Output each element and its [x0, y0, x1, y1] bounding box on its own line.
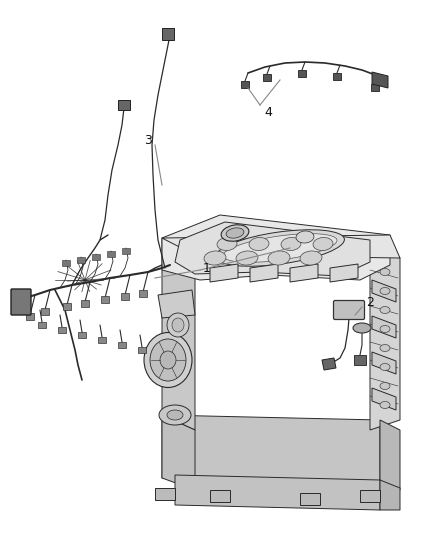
Polygon shape [58, 327, 66, 333]
Polygon shape [122, 248, 130, 254]
Polygon shape [370, 240, 400, 430]
Text: 3: 3 [144, 133, 152, 147]
Ellipse shape [281, 238, 301, 251]
Polygon shape [158, 290, 195, 318]
Ellipse shape [167, 313, 189, 337]
Polygon shape [162, 415, 195, 490]
Polygon shape [162, 238, 195, 430]
Ellipse shape [268, 251, 290, 265]
Polygon shape [118, 342, 126, 348]
Polygon shape [175, 222, 370, 276]
Polygon shape [372, 352, 396, 374]
Polygon shape [121, 293, 129, 300]
Ellipse shape [380, 287, 390, 295]
Polygon shape [290, 264, 318, 282]
Text: 2: 2 [366, 295, 374, 309]
Ellipse shape [144, 333, 192, 387]
Polygon shape [41, 308, 49, 315]
Polygon shape [26, 313, 34, 320]
Polygon shape [371, 84, 379, 91]
Polygon shape [372, 280, 396, 302]
Polygon shape [210, 490, 230, 502]
FancyBboxPatch shape [11, 289, 31, 315]
Polygon shape [162, 415, 380, 490]
Ellipse shape [380, 326, 390, 333]
Polygon shape [380, 420, 400, 490]
Polygon shape [138, 347, 146, 353]
Polygon shape [250, 264, 278, 282]
Ellipse shape [296, 231, 314, 243]
FancyBboxPatch shape [333, 301, 364, 319]
Polygon shape [300, 493, 320, 505]
Polygon shape [139, 290, 147, 297]
Polygon shape [78, 332, 86, 338]
Polygon shape [162, 235, 400, 258]
Polygon shape [372, 388, 396, 410]
Ellipse shape [380, 269, 390, 276]
Polygon shape [38, 322, 46, 328]
Polygon shape [155, 488, 175, 500]
Ellipse shape [217, 238, 237, 251]
Polygon shape [330, 264, 358, 282]
Ellipse shape [150, 339, 186, 381]
Ellipse shape [221, 225, 249, 241]
Polygon shape [81, 300, 89, 307]
Ellipse shape [167, 410, 183, 420]
Ellipse shape [380, 383, 390, 390]
Polygon shape [380, 480, 400, 510]
Polygon shape [263, 74, 271, 81]
Ellipse shape [380, 344, 390, 351]
Ellipse shape [223, 233, 337, 262]
Polygon shape [98, 337, 106, 343]
Polygon shape [372, 316, 396, 338]
Polygon shape [333, 73, 341, 80]
Polygon shape [210, 264, 238, 282]
Ellipse shape [159, 405, 191, 425]
Polygon shape [77, 257, 85, 263]
Ellipse shape [160, 351, 176, 369]
Ellipse shape [172, 318, 184, 332]
Ellipse shape [236, 251, 258, 265]
Ellipse shape [380, 401, 390, 408]
Ellipse shape [380, 306, 390, 313]
Polygon shape [162, 28, 174, 40]
Polygon shape [118, 100, 130, 110]
Polygon shape [322, 358, 336, 370]
Polygon shape [354, 355, 366, 365]
Polygon shape [298, 70, 306, 77]
Ellipse shape [226, 228, 244, 238]
Polygon shape [241, 81, 249, 88]
Ellipse shape [215, 230, 344, 266]
Ellipse shape [380, 364, 390, 370]
Ellipse shape [313, 238, 333, 251]
Text: 1: 1 [203, 262, 211, 274]
Text: 4: 4 [264, 106, 272, 118]
Polygon shape [360, 490, 380, 502]
Polygon shape [63, 303, 71, 310]
Polygon shape [162, 215, 390, 280]
Polygon shape [62, 260, 70, 266]
Polygon shape [372, 72, 388, 88]
Ellipse shape [249, 238, 269, 251]
Ellipse shape [300, 251, 322, 265]
Polygon shape [175, 475, 380, 510]
Polygon shape [92, 254, 100, 260]
Polygon shape [101, 296, 109, 303]
Ellipse shape [204, 251, 226, 265]
Polygon shape [107, 251, 115, 257]
Ellipse shape [353, 323, 371, 333]
